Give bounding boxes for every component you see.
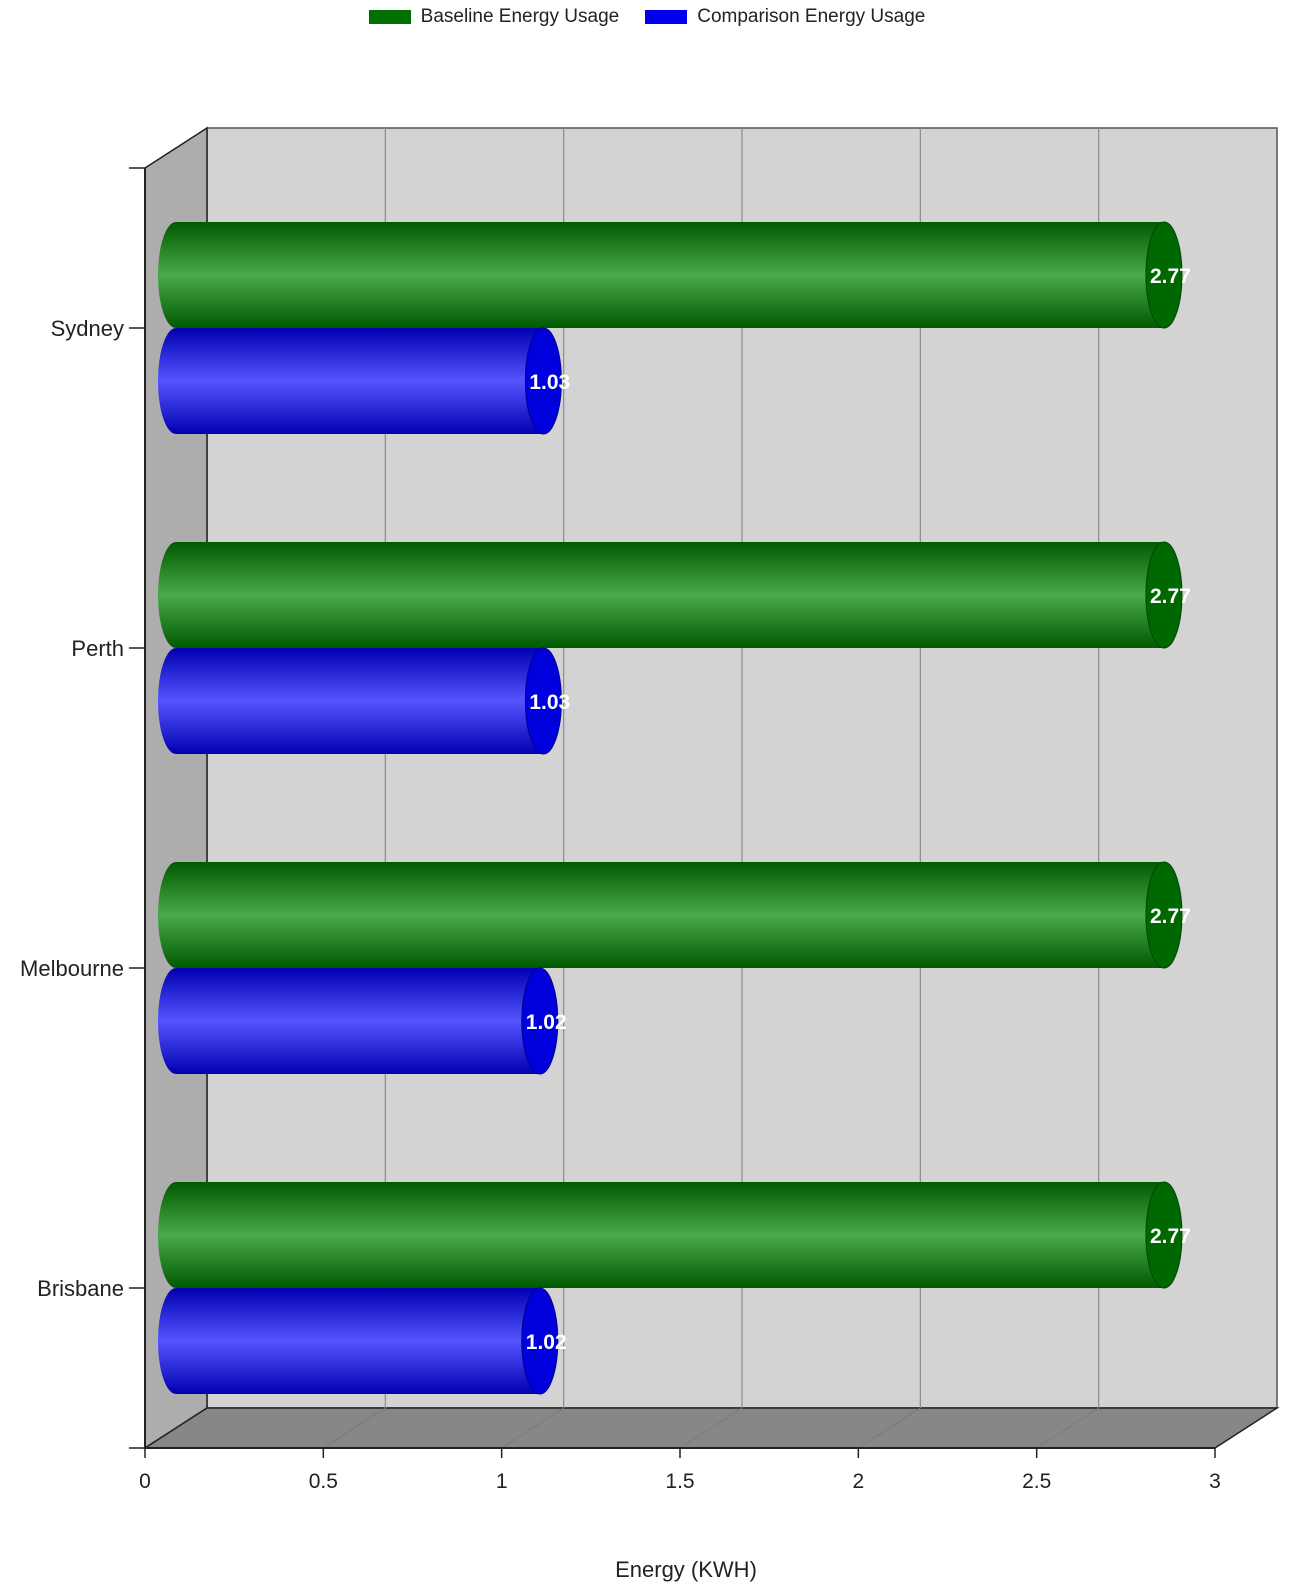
x-tick-label: 0 [139,1470,151,1493]
bar: 1.03 [158,327,570,435]
bar-value-label: 2.77 [1150,265,1191,288]
gridline-floor [323,1407,386,1449]
bar-body [158,648,544,754]
y-tick-label: Sydney [51,316,124,341]
x-tick-label: 0.5 [309,1470,338,1493]
y-tick-label: Perth [71,636,124,661]
bar-value-label: 1.03 [529,691,570,714]
bar: 2.77 [158,221,1191,329]
bar-end-cap [1145,861,1183,969]
bar-end-cap [524,327,562,435]
legend-label-baseline: Baseline Energy Usage [420,6,620,27]
bar-end-cap [1145,541,1183,649]
bar: 2.77 [158,1181,1191,1289]
bar: 1.02 [158,967,567,1075]
bar-end-cap [521,967,559,1075]
legend: Baseline Energy Usage Comparison Energy … [0,4,1294,30]
gridline-floor [858,1407,921,1449]
x-axis-title: Energy (KWH) [615,1557,757,1582]
x-tick-label: 1 [496,1470,508,1493]
bar-body [158,328,544,434]
legend-item-comparison[interactable]: Comparison Energy Usage [645,6,925,28]
bar-body [158,542,1164,648]
bar: 1.03 [158,647,570,755]
x-tick-label: 2 [852,1470,864,1493]
bar-body [158,968,540,1074]
legend-swatch-comparison [645,10,688,24]
legend-item-baseline[interactable]: Baseline Energy Usage [368,6,620,28]
legend-label-comparison: Comparison Energy Usage [697,6,926,27]
bar: 2.77 [158,861,1191,969]
bar-body [158,222,1164,328]
gridline-floor [679,1407,743,1449]
bar: 2.77 [158,541,1191,649]
legend-swatch-baseline [368,10,411,24]
bar-value-label: 2.77 [1150,905,1191,928]
axes: 0 0.5 1 1.5 2 2.5 3 Sydney Perth Melbourne Brisban… [20,167,1221,1493]
bar-body [158,862,1164,968]
bar-value-label: 1.02 [526,1331,567,1354]
x-tick-label: 1.5 [665,1470,694,1493]
y-tick-label: Melbourne [20,956,124,981]
bar-value-label: 1.02 [526,1011,567,1034]
bar-body [158,1182,1164,1288]
x-tick-label: 2.5 [1022,1470,1051,1493]
bar-body [158,1288,540,1394]
bar: 1.02 [158,1287,567,1395]
bar-end-cap [1145,221,1183,329]
bar-end-cap [524,647,562,755]
bars: 2.77 1.03 2.77 1.03 2.77 1.02 2.77 1.02 [158,221,1191,1395]
gridline-floor [1036,1407,1099,1449]
bar-end-cap [1145,1181,1183,1289]
y-tick-label: Brisbane [37,1276,124,1301]
x-tick-label: 3 [1209,1470,1221,1493]
bar-value-label: 1.03 [529,371,570,394]
bar-end-cap [521,1287,559,1395]
bar-value-label: 2.77 [1150,585,1191,608]
bar-value-label: 2.77 [1150,1225,1191,1248]
gridline-floor [501,1407,564,1449]
